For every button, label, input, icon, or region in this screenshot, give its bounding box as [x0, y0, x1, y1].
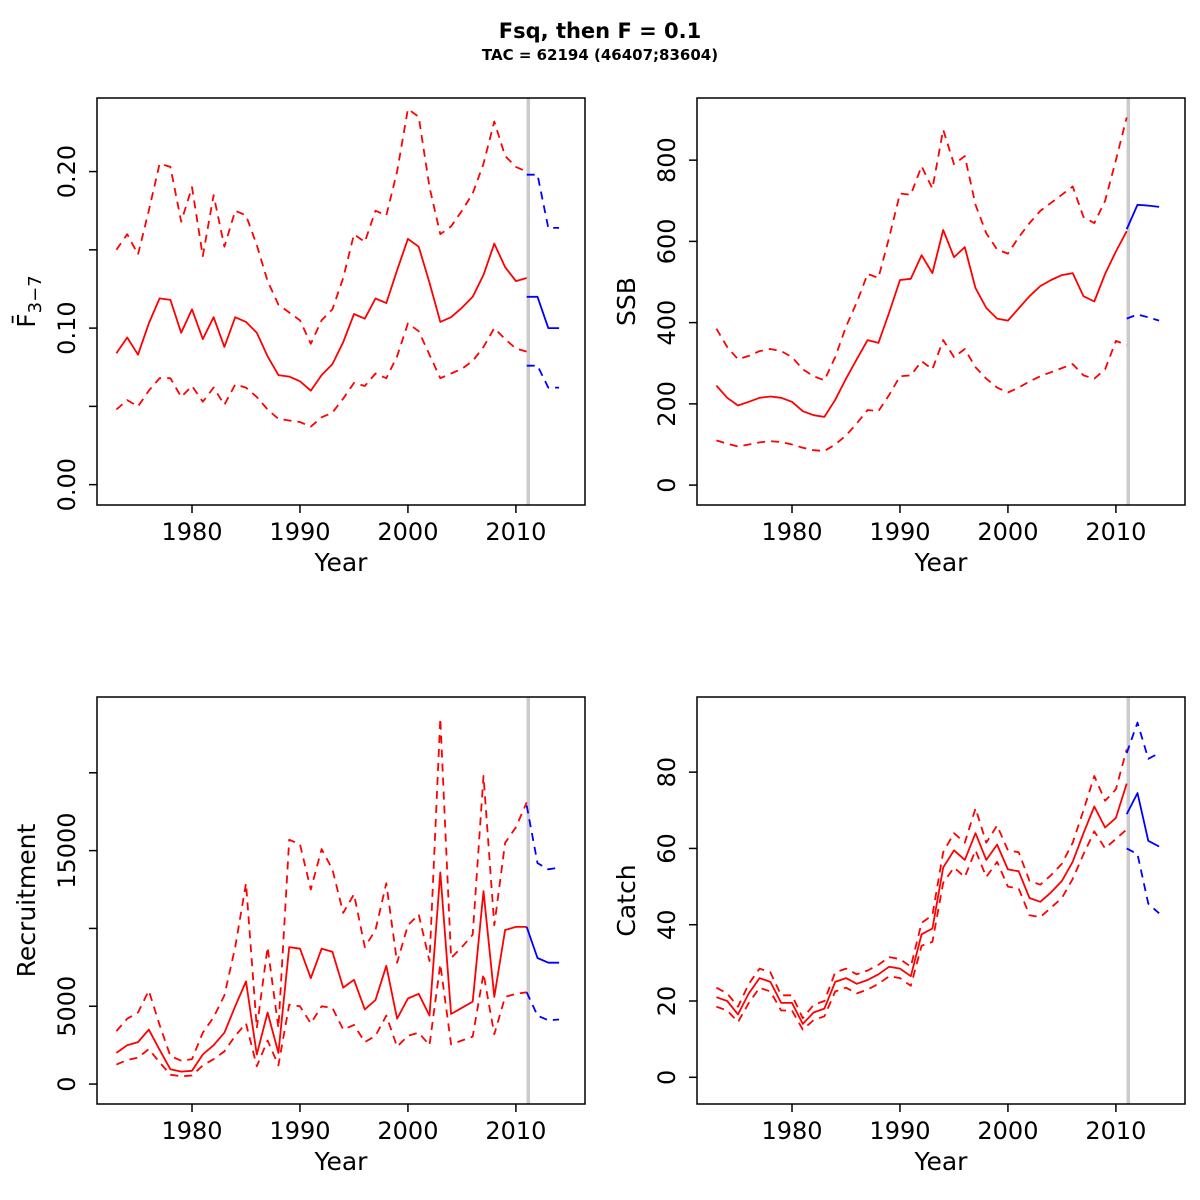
- catch-series: [715, 721, 1160, 1031]
- catch-plot-box: [696, 696, 1186, 1105]
- recruitment-upper-line: [115, 717, 528, 1062]
- recruitment-series: [115, 717, 560, 1078]
- recruitment-y-axis-title: Recruitment: [12, 823, 41, 977]
- y-tick-label: 400: [653, 300, 681, 346]
- recruitment-forecast-median-line: [525, 926, 560, 964]
- catch-upper-line: [715, 749, 1128, 1020]
- fbar-x-axis-title: Year: [314, 548, 369, 577]
- ssb-x-axis-title: Year: [914, 548, 969, 577]
- recruitment-x-axis-title: Year: [314, 1147, 369, 1176]
- fbar-forecast-lower-line: [526, 364, 560, 389]
- y-tick-label: 0: [653, 477, 681, 492]
- catch-forecast-median-line: [1125, 792, 1160, 848]
- x-tick-label: 2010: [485, 1117, 546, 1145]
- catch-forecast-upper-line: [1125, 721, 1160, 760]
- fbar-median-line: [115, 237, 527, 392]
- y-tick-label: 60: [653, 833, 681, 864]
- x-tick-label: 1990: [269, 518, 330, 546]
- plot-subtitle: TAC = 62194 (46407;83604): [481, 46, 719, 64]
- plot-title: Fsq, then F = 0.1: [498, 19, 702, 43]
- recruitment-chart: 1980 1990 2000 2010 0 5000 15000 Year Recruitmen…: [12, 696, 586, 1176]
- y-tick-label: 200: [653, 381, 681, 427]
- y-tick-label: 0.00: [53, 458, 81, 511]
- x-tick-label: 2010: [1085, 518, 1146, 546]
- catch-median-line: [716, 783, 1128, 1025]
- x-tick-label: 2000: [377, 1117, 438, 1145]
- y-tick-label: 80: [653, 757, 681, 788]
- y-tick-label: 20: [653, 986, 681, 1017]
- fbar-series: [115, 108, 560, 428]
- y-tick-label: 600: [653, 218, 681, 264]
- x-tick-label: 2000: [977, 1117, 1038, 1145]
- y-tick-label: 15000: [53, 812, 81, 888]
- y-tick-label: 0: [53, 1076, 81, 1091]
- ssb-y-axis-title: SSB: [612, 277, 641, 326]
- catch-forecast-lower-line: [1126, 847, 1160, 914]
- recruitment-plot-box: [96, 696, 586, 1105]
- x-tick-label: 1990: [869, 518, 930, 546]
- catch-chart: 1980 1990 2000 2010 0 20 40 60 80 Year Catch: [612, 696, 1186, 1176]
- ssb-median-line: [715, 229, 1128, 418]
- ssb-series: [715, 67, 1160, 452]
- ssb-upper-line: [715, 117, 1128, 382]
- catch-y-axis-title: Catch: [612, 864, 641, 936]
- ssb-forecast-median-line: [1125, 203, 1160, 230]
- x-tick-label: 1980: [161, 518, 222, 546]
- fbar-lower-line: [115, 322, 527, 428]
- x-tick-label: 1980: [761, 1117, 822, 1145]
- x-tick-label: 1980: [161, 1117, 222, 1145]
- recruitment-forecast-upper-line: [525, 805, 560, 871]
- x-tick-label: 1990: [869, 1117, 930, 1145]
- recruitment-lower-line: [116, 963, 527, 1078]
- ssb-plot-box: [696, 97, 1186, 506]
- x-tick-label: 1990: [269, 1117, 330, 1145]
- y-tick-label: 40: [653, 909, 681, 940]
- y-tick-label: 800: [653, 137, 681, 183]
- y-tick-label: 0.20: [53, 145, 81, 198]
- x-tick-label: 2010: [485, 518, 546, 546]
- y-tick-label: 0.10: [53, 301, 81, 354]
- catch-lower-line: [716, 828, 1128, 1031]
- y-tick-label: 0: [653, 1070, 681, 1085]
- fbar-chart: 1980 1990 2000 2010 0.00 0.10 0.20 Year F̄3−7: [11, 97, 586, 577]
- ssb-lower-line: [716, 339, 1128, 452]
- fbar-forecast-upper-line: [526, 173, 560, 229]
- x-tick-label: 2000: [977, 518, 1038, 546]
- recruitment-forecast-lower-line: [525, 991, 560, 1022]
- y-tick-label: 5000: [53, 976, 81, 1037]
- catch-x-axis-title: Year: [914, 1147, 969, 1176]
- fbar-y-axis-title: F̄3−7: [11, 275, 46, 327]
- fbar-forecast-median-line: [526, 295, 560, 330]
- ssb-chart: 1980 1990 2000 2010 0 200 400 600 800 Year SSB: [612, 67, 1186, 577]
- fbar-upper-line: [115, 108, 528, 345]
- recruitment-median-line: [115, 871, 527, 1073]
- x-tick-label: 2000: [377, 518, 438, 546]
- ssb-forecast-lower-line: [1126, 313, 1160, 322]
- x-tick-label: 1980: [761, 518, 822, 546]
- x-tick-label: 2010: [1085, 1117, 1146, 1145]
- fbar-plot-box: [96, 97, 586, 506]
- ssb-forecast-upper-line: [1127, 67, 1159, 96]
